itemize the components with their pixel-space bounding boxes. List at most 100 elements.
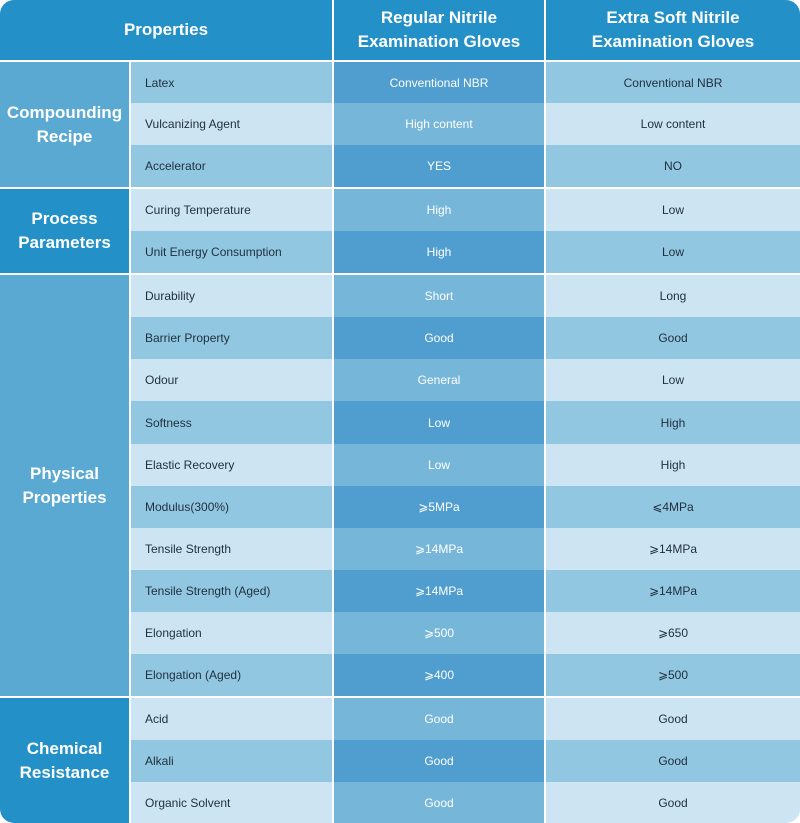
property-cell: Barrier Property bbox=[130, 317, 334, 359]
regular-value-cell: YES bbox=[333, 145, 546, 187]
category-cell: Chemical Resistance bbox=[0, 698, 131, 823]
extra-soft-value-cell: Conventional NBR bbox=[545, 62, 800, 103]
table-row: Physical Properties Durability Short Long bbox=[0, 275, 800, 696]
property-cell: Elongation (Aged) bbox=[130, 654, 334, 696]
property-cell: Odour bbox=[130, 359, 334, 401]
group-separator bbox=[0, 60, 800, 62]
category-label-line2: Recipe bbox=[36, 126, 93, 146]
header-extra-soft-nitrile: Extra Soft Nitrile Examination Gloves bbox=[545, 0, 800, 60]
regular-value-cell: ⩾14MPa bbox=[333, 570, 546, 612]
extra-soft-value-cell: ⩾14MPa bbox=[545, 528, 800, 570]
property-cell: Alkali bbox=[130, 740, 334, 782]
category-label-line2: Parameters bbox=[18, 233, 111, 252]
table-row: Compounding Recipe Latex Conventional NBR Co… bbox=[0, 62, 800, 187]
table-row: Barrier Property Good Good bbox=[0, 317, 800, 359]
regular-value-cell: Low bbox=[333, 444, 546, 486]
regular-value-cell: ⩾14MPa bbox=[333, 528, 546, 570]
header-extra-line2: Examination Gloves bbox=[591, 32, 755, 51]
regular-value-cell: ⩾5MPa bbox=[333, 486, 546, 528]
regular-value-cell: Short bbox=[333, 275, 546, 317]
property-cell: Unit Energy Consumption bbox=[130, 231, 334, 273]
regular-value-cell: ⩾500 bbox=[333, 612, 546, 654]
regular-value-cell: Good bbox=[333, 740, 546, 782]
property-cell: Durability bbox=[130, 275, 334, 317]
category-label-line1: Chemical bbox=[26, 739, 103, 758]
header-regular-line1: Regular Nitrile bbox=[380, 8, 498, 27]
category-label-line1: Compounding bbox=[6, 102, 123, 122]
extra-soft-value-cell: Good bbox=[545, 317, 800, 359]
category-label-line2: Properties bbox=[22, 487, 107, 507]
property-cell: Curing Temperature bbox=[130, 189, 334, 231]
table-body: Compounding Recipe Latex Conventional NBR Co… bbox=[0, 60, 800, 823]
property-cell: Acid bbox=[130, 698, 334, 740]
category-label-line1: Process bbox=[31, 209, 98, 228]
header-regular-line2: Examination Gloves bbox=[357, 32, 521, 51]
property-cell: Tensile Strength (Aged) bbox=[130, 570, 334, 612]
table-row: Accelerator YES NO bbox=[0, 145, 800, 187]
table-row: Alkali Good Good bbox=[0, 740, 800, 782]
table-row: Process Parameters Curing Temperature High L… bbox=[0, 189, 800, 273]
table-row: Unit Energy Consumption High Low bbox=[0, 231, 800, 273]
category-label-line2: Resistance bbox=[19, 763, 110, 782]
regular-value-cell: Good bbox=[333, 317, 546, 359]
table-row: Odour General Low bbox=[0, 359, 800, 401]
property-cell: Modulus(300%) bbox=[130, 486, 334, 528]
group-separator-cell bbox=[0, 187, 800, 189]
extra-soft-value-cell: High bbox=[545, 401, 800, 444]
extra-soft-value-cell: High bbox=[545, 444, 800, 486]
property-cell: Tensile Strength bbox=[130, 528, 334, 570]
property-cell: Accelerator bbox=[130, 145, 334, 187]
property-cell: Elongation bbox=[130, 612, 334, 654]
group-separator bbox=[0, 187, 800, 189]
group-separator-cell bbox=[0, 696, 800, 698]
regular-value-cell: Low bbox=[333, 401, 546, 444]
table-row: Softness Low High bbox=[0, 401, 800, 444]
extra-soft-value-cell: ⩾650 bbox=[545, 612, 800, 654]
table-row: Organic Solvent Good Good bbox=[0, 782, 800, 823]
header-regular-nitrile: Regular Nitrile Examination Gloves bbox=[332, 0, 546, 60]
group-separator bbox=[0, 273, 800, 275]
category-cell: Process Parameters bbox=[0, 189, 131, 273]
extra-soft-value-cell: Good bbox=[545, 782, 800, 823]
group-separator-cell bbox=[0, 273, 800, 275]
regular-value-cell: General bbox=[333, 359, 546, 401]
regular-value-cell: ⩾400 bbox=[333, 654, 546, 696]
regular-value-cell: High bbox=[333, 231, 546, 273]
header-properties: Properties bbox=[0, 0, 333, 60]
table-row: Tensile Strength (Aged) ⩾14MPa ⩾14MPa bbox=[0, 570, 800, 612]
regular-value-cell: Good bbox=[333, 782, 546, 823]
extra-soft-value-cell: Good bbox=[545, 698, 800, 740]
header-extra-line1: Extra Soft Nitrile bbox=[606, 8, 740, 27]
table-row: Tensile Strength ⩾14MPa ⩾14MPa bbox=[0, 528, 800, 570]
extra-soft-value-cell: Long bbox=[545, 275, 800, 317]
table-row: Elastic Recovery Low High bbox=[0, 444, 800, 486]
extra-soft-value-cell: Low bbox=[545, 189, 800, 231]
property-cell: Vulcanizing Agent bbox=[130, 103, 334, 145]
category-cell: Compounding Recipe bbox=[0, 62, 131, 187]
extra-soft-value-cell: Good bbox=[545, 740, 800, 782]
group-separator bbox=[0, 696, 800, 698]
property-cell: Organic Solvent bbox=[130, 782, 334, 823]
table-row: Modulus(300%) ⩾5MPa ⩽4MPa bbox=[0, 486, 800, 528]
regular-value-cell: Conventional NBR bbox=[333, 62, 546, 103]
group-separator-cell bbox=[0, 60, 800, 62]
extra-soft-value-cell: Low content bbox=[545, 103, 800, 145]
extra-soft-value-cell: Low bbox=[545, 231, 800, 273]
extra-soft-value-cell: ⩾500 bbox=[545, 654, 800, 696]
extra-soft-value-cell: ⩾14MPa bbox=[545, 570, 800, 612]
table-row: Vulcanizing Agent High content Low content bbox=[0, 103, 800, 145]
property-cell: Latex bbox=[130, 62, 334, 103]
extra-soft-value-cell: NO bbox=[545, 145, 800, 187]
table-row: Elongation (Aged) ⩾400 ⩾500 bbox=[0, 654, 800, 696]
extra-soft-value-cell: Low bbox=[545, 359, 800, 401]
table-header-row: Properties Regular Nitrile Examination G… bbox=[0, 0, 800, 60]
regular-value-cell: High bbox=[333, 189, 546, 231]
extra-soft-value-cell: ⩽4MPa bbox=[545, 486, 800, 528]
property-cell: Elastic Recovery bbox=[130, 444, 334, 486]
regular-value-cell: High content bbox=[333, 103, 546, 145]
category-cell: Physical Properties bbox=[0, 275, 131, 696]
category-label-line1: Physical bbox=[30, 463, 99, 483]
table-row: Elongation ⩾500 ⩾650 bbox=[0, 612, 800, 654]
